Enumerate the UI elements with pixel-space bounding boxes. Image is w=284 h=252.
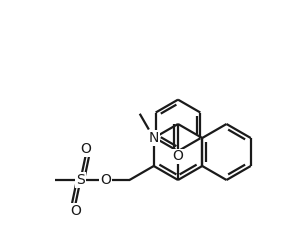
Text: O: O bbox=[100, 173, 111, 187]
Text: O: O bbox=[80, 142, 91, 156]
Text: O: O bbox=[173, 149, 183, 163]
Text: N: N bbox=[149, 131, 159, 145]
Text: S: S bbox=[76, 173, 85, 187]
Text: O: O bbox=[70, 204, 81, 218]
